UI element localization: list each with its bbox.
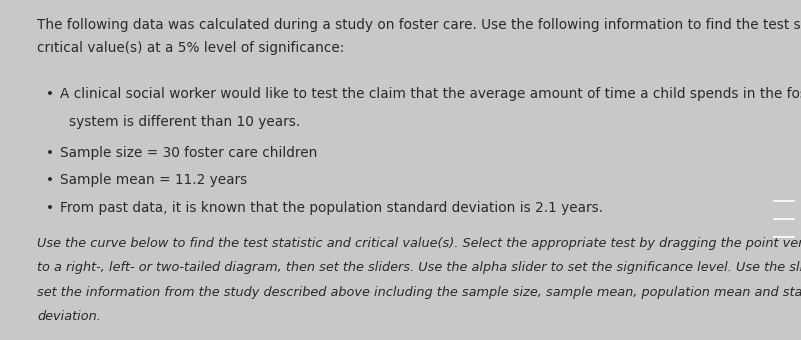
Text: Use the curve below to find the test statistic and critical value(s). Select the: Use the curve below to find the test sta… <box>38 237 801 250</box>
Text: A clinical social worker would like to test the claim that the average amount of: A clinical social worker would like to t… <box>60 87 801 101</box>
Text: Sample size = 30 foster care children: Sample size = 30 foster care children <box>60 146 317 159</box>
Text: to a right-, left- or two-tailed diagram, then set the sliders. Use the alpha sl: to a right-, left- or two-tailed diagram… <box>38 261 801 274</box>
Text: deviation.: deviation. <box>38 310 101 323</box>
Text: From past data, it is known that the population standard deviation is 2.1 years.: From past data, it is known that the pop… <box>60 201 603 215</box>
Text: •: • <box>46 87 54 101</box>
Text: set the information from the study described above including the sample size, sa: set the information from the study descr… <box>38 286 801 299</box>
Text: •: • <box>46 146 54 159</box>
Text: The following data was calculated during a study on foster care. Use the followi: The following data was calculated during… <box>38 18 801 32</box>
Text: system is different than 10 years.: system is different than 10 years. <box>69 115 300 129</box>
Text: Sample mean = 11.2 years: Sample mean = 11.2 years <box>60 173 247 187</box>
Text: •: • <box>46 173 54 187</box>
Text: crıtical value(s) at a 5% level of significance:: crıtical value(s) at a 5% level of signi… <box>38 41 344 55</box>
Text: •: • <box>46 201 54 215</box>
